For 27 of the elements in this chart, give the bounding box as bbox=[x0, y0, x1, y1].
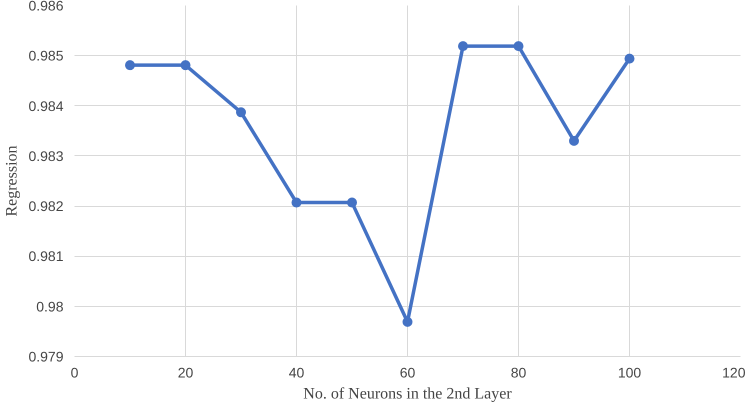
point bbox=[292, 198, 302, 208]
point bbox=[402, 316, 412, 327]
y-tick-label: 0.979 bbox=[28, 348, 64, 364]
point bbox=[624, 54, 634, 64]
y-tick-label: 0.981 bbox=[28, 248, 64, 264]
x-tick-label: 40 bbox=[288, 364, 304, 380]
point bbox=[569, 136, 579, 146]
y-tick-label: 0.986 bbox=[28, 0, 64, 14]
point bbox=[514, 41, 524, 52]
y-tick-label: 0.98 bbox=[36, 298, 64, 314]
point bbox=[180, 60, 190, 70]
x-tick-label: 100 bbox=[618, 364, 642, 380]
y-tick-label: 0.982 bbox=[28, 198, 64, 214]
y-tick-label: 0.985 bbox=[28, 48, 64, 64]
x-tick-label: 20 bbox=[178, 364, 194, 380]
point bbox=[236, 107, 246, 118]
x-axis-title: No. of Neurons in the 2nd Layer bbox=[303, 386, 512, 402]
point bbox=[458, 41, 468, 52]
x-tick-label: 80 bbox=[510, 364, 526, 380]
y-tick-label: 0.983 bbox=[28, 148, 64, 164]
y-axis-title: Regression bbox=[3, 145, 20, 217]
point bbox=[347, 198, 357, 208]
point bbox=[125, 60, 135, 70]
y-tick-label: 0.984 bbox=[28, 98, 64, 114]
x-tick-label: 120 bbox=[722, 364, 745, 380]
x-tick-label: 60 bbox=[400, 364, 416, 380]
x-tick-label: 0 bbox=[70, 364, 79, 380]
